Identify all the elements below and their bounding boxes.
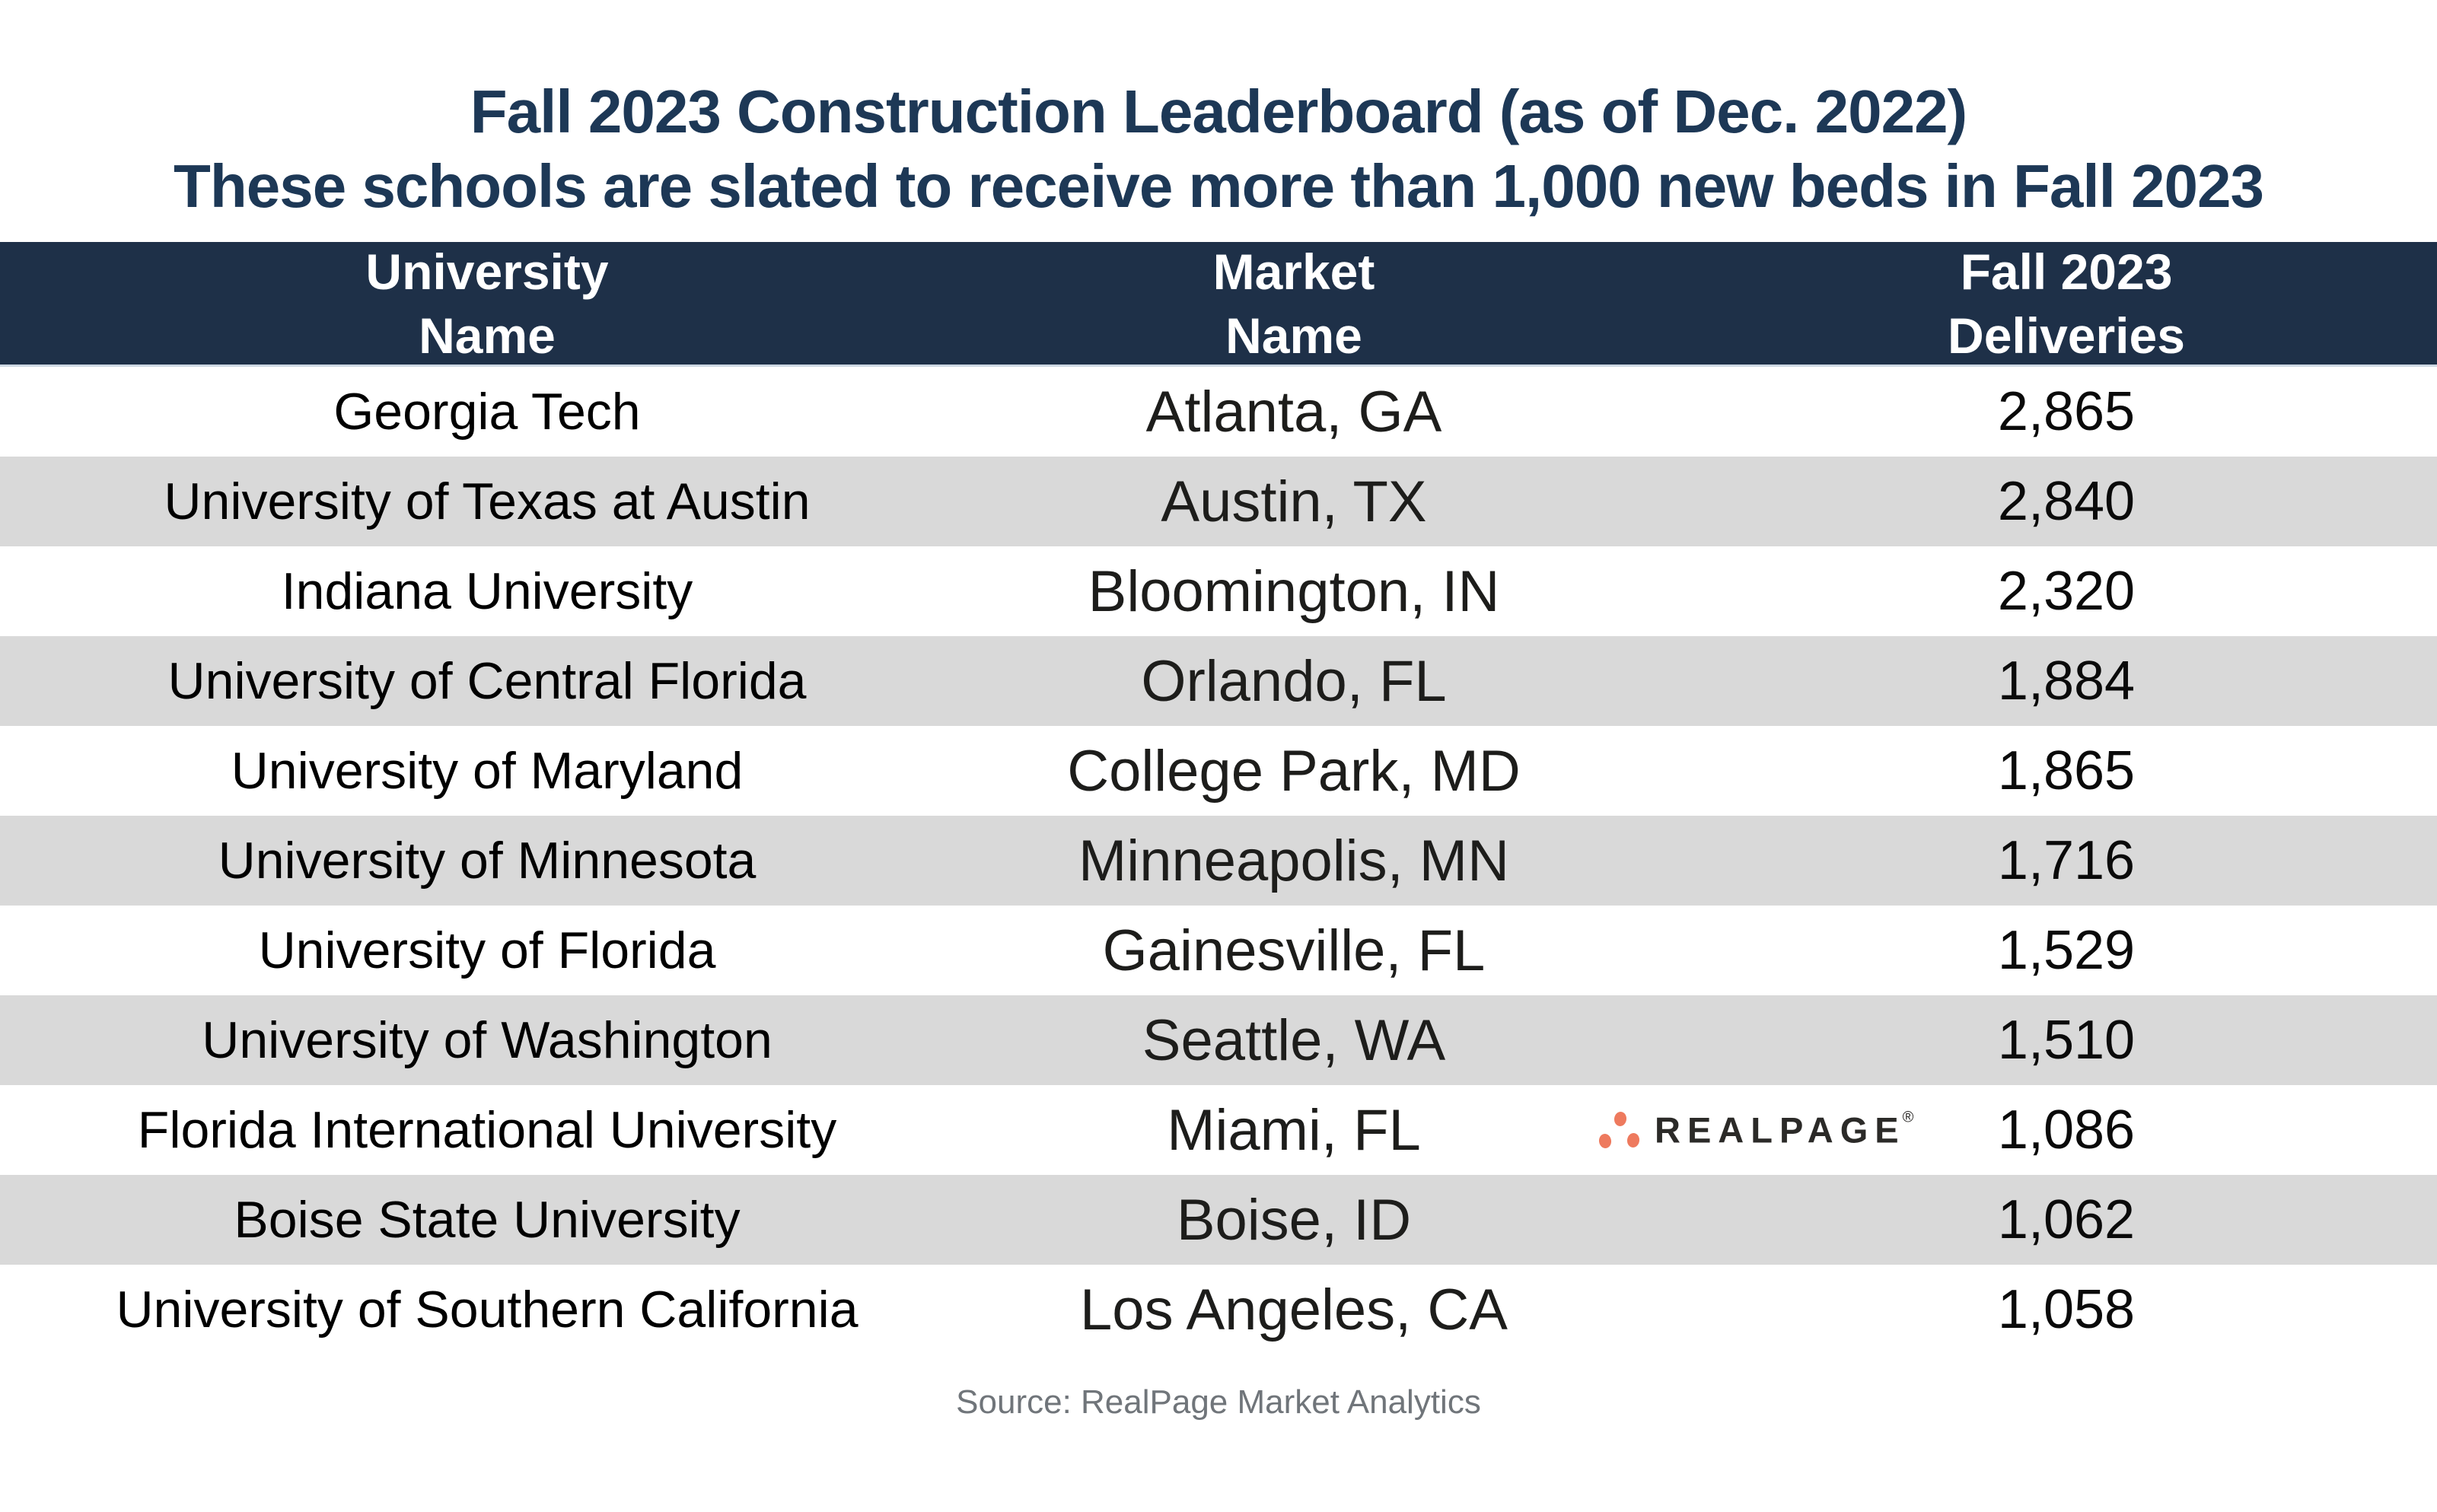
- leaderboard-table: University Name Market Name Fall 2023 De…: [0, 242, 2437, 1354]
- table-row-maryland: University of Maryland College Park, MD …: [0, 726, 2437, 816]
- cell-university: University of Florida: [258, 922, 716, 979]
- cell-market: Miami, FL: [1167, 1097, 1421, 1163]
- cell-university: Boise State University: [234, 1191, 741, 1249]
- cell-deliveries: 1,529: [1997, 920, 2136, 981]
- cell-university: Florida International University: [137, 1101, 837, 1159]
- header-cell-market: Market Name: [974, 240, 1614, 368]
- cell-deliveries: 2,840: [1997, 471, 2136, 532]
- cell-deliveries: 1,086: [1997, 1100, 2136, 1160]
- cell-university: University of Minnesota: [218, 832, 757, 890]
- realpage-dots-icon: [1598, 1111, 1640, 1148]
- table-header-row: University Name Market Name Fall 2023 De…: [0, 242, 2437, 367]
- page-title: Fall 2023 Construction Leaderboard (as o…: [0, 75, 2437, 224]
- registered-mark: ®: [1902, 1109, 1914, 1126]
- header-market-line1: Market: [1212, 243, 1375, 300]
- header-market-line2: Name: [1225, 307, 1362, 364]
- cell-market: Atlanta, GA: [1145, 379, 1442, 444]
- cell-market: Orlando, FL: [1141, 648, 1447, 714]
- source-caption: Source: RealPage Market Analytics: [956, 1383, 1481, 1421]
- table-row-minnesota: University of Minnesota Minneapolis, MN …: [0, 816, 2437, 906]
- table-row-boise-state: Boise State University Boise, ID 1,062: [0, 1175, 2437, 1265]
- cell-deliveries: 1,062: [1997, 1189, 2136, 1250]
- header-university-line2: Name: [419, 307, 556, 364]
- cell-university: University of Washington: [202, 1011, 773, 1069]
- cell-deliveries: 2,865: [1997, 381, 2136, 442]
- header-cell-university: University Name: [0, 240, 974, 368]
- table-row-usc: University of Southern California Los An…: [0, 1265, 2437, 1354]
- cell-market: Seattle, WA: [1142, 1007, 1446, 1073]
- table-row-ut-austin: University of Texas at Austin Austin, TX…: [0, 457, 2437, 546]
- table-row-florida: University of Florida Gainesville, FL 1,…: [0, 906, 2437, 995]
- realpage-logo: REALPAGE ®: [1598, 1109, 1916, 1151]
- cell-market: Gainesville, FL: [1102, 918, 1486, 983]
- cell-university: University of Maryland: [231, 742, 744, 800]
- cell-university: University of Southern California: [116, 1281, 859, 1339]
- table-row-washington: University of Washington Seattle, WA 1,5…: [0, 995, 2437, 1085]
- header-cell-deliveries: Fall 2023 Deliveries: [1614, 240, 2437, 368]
- cell-university: Georgia Tech: [333, 383, 641, 441]
- table-row-ucf: University of Central Florida Orlando, F…: [0, 636, 2437, 726]
- cell-university: University of Texas at Austin: [164, 473, 811, 530]
- cell-deliveries: 2,320: [1997, 561, 2136, 622]
- cell-university: Indiana University: [281, 562, 693, 620]
- header-deliveries-line2: Deliveries: [1948, 307, 2185, 364]
- cell-deliveries: 1,510: [1997, 1010, 2136, 1071]
- cell-market: Bloomington, IN: [1088, 559, 1500, 624]
- page-title-line2: These schools are slated to receive more…: [174, 152, 2264, 220]
- header-deliveries-line1: Fall 2023: [1960, 243, 2173, 300]
- cell-market: Minneapolis, MN: [1078, 828, 1509, 893]
- cell-market: Los Angeles, CA: [1080, 1277, 1508, 1342]
- cell-deliveries: 1,716: [1997, 830, 2136, 891]
- cell-deliveries: 1,884: [1997, 651, 2136, 711]
- cell-university: University of Central Florida: [167, 652, 807, 710]
- cell-market: Austin, TX: [1161, 469, 1427, 534]
- table-row-indiana: Indiana University Bloomington, IN 2,320: [0, 546, 2437, 636]
- cell-market: Boise, ID: [1176, 1187, 1412, 1253]
- header-university-line1: University: [365, 243, 609, 300]
- cell-deliveries: 1,865: [1997, 740, 2136, 801]
- cell-deliveries: 1,058: [1997, 1279, 2136, 1340]
- realpage-wordmark: REALPAGE: [1655, 1109, 1906, 1151]
- table-body: Georgia Tech Atlanta, GA 2,865 Universit…: [0, 367, 2437, 1354]
- cell-market: College Park, MD: [1067, 738, 1521, 804]
- page-title-line1: Fall 2023 Construction Leaderboard (as o…: [470, 78, 1967, 145]
- table-row-fiu: Florida International University Miami, …: [0, 1085, 2437, 1175]
- table-row-georgia-tech: Georgia Tech Atlanta, GA 2,865: [0, 367, 2437, 457]
